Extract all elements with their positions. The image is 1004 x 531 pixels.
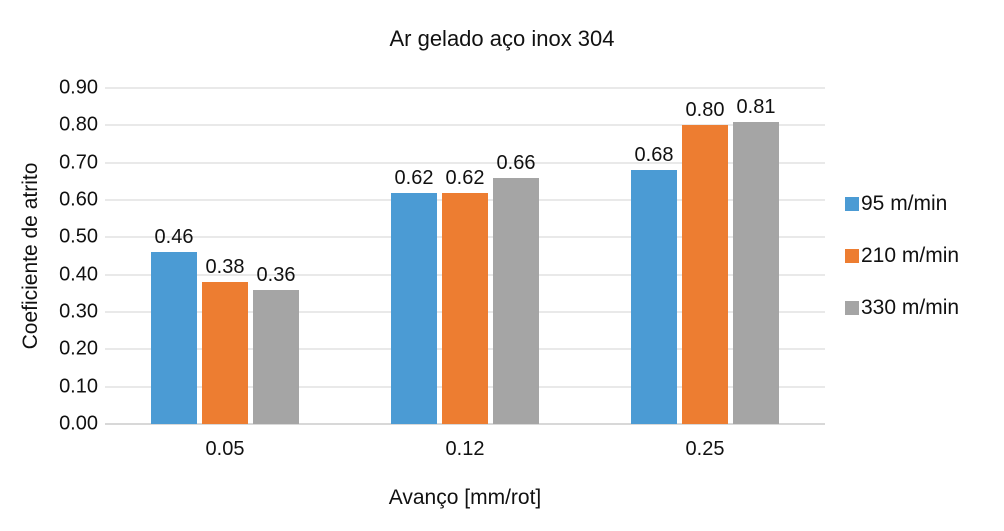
data-label: 0.81 (736, 95, 776, 118)
data-label: 0.66 (496, 151, 536, 174)
gridline (105, 423, 825, 425)
bar-with-label: 0.62 (442, 88, 488, 424)
bar-with-label: 0.68 (631, 88, 677, 424)
data-label: 0.62 (394, 166, 434, 189)
legend-item: 210 m/min (845, 244, 1003, 267)
x-axis-label: Avanço [mm/rot] (388, 486, 542, 509)
bar-with-label: 0.81 (733, 88, 779, 424)
bar (733, 121, 779, 424)
y-tick-label: 0.80 (59, 113, 98, 136)
data-label: 0.36 (256, 263, 296, 286)
bar (682, 125, 728, 424)
bar-with-label: 0.80 (682, 88, 728, 424)
bar (202, 282, 248, 424)
y-tick-label: 0.40 (59, 263, 98, 286)
y-tick-label: 0.50 (59, 225, 98, 248)
bar (493, 177, 539, 424)
y-tick-label: 0.30 (59, 300, 98, 323)
bar-with-label: 0.66 (493, 88, 539, 424)
y-axis-ticks: 0.00 0.10 0.20 0.30 0.40 0.50 0.60 0.70 0.80 0.90 (0, 77, 98, 435)
y-tick-label: 0.00 (59, 412, 98, 435)
x-tick-label: 0.12 (445, 438, 485, 460)
x-tick-label: 0.25 (685, 438, 725, 460)
bar-group: 0.62 0.62 0.66 (391, 88, 539, 424)
legend-item: 330 m/min (845, 296, 1003, 319)
bar-with-label: 0.46 (151, 88, 197, 424)
y-tick-label: 0.90 (59, 76, 98, 99)
legend-swatch-icon (845, 301, 859, 315)
legend-label: 210 m/min (861, 244, 960, 267)
y-tick-label: 0.60 (59, 188, 98, 211)
bar-with-label: 0.38 (202, 88, 248, 424)
plot-area: 0.46 0.38 0.36 0.62 0.62 0.66 0.68 0.80 0.81 (105, 87, 825, 425)
bar (442, 192, 488, 424)
legend-swatch-icon (845, 197, 859, 211)
bar-group: 0.68 0.80 0.81 (631, 88, 779, 424)
legend-label: 330 m/min (861, 296, 960, 319)
y-tick-label: 0.70 (59, 151, 98, 174)
data-label: 0.38 (205, 256, 245, 279)
data-label: 0.62 (445, 166, 485, 189)
bar-group: 0.46 0.38 0.36 (151, 88, 299, 424)
bar (631, 170, 677, 424)
gridline (105, 124, 825, 127)
data-label: 0.68 (634, 144, 674, 167)
legend-item: 95 m/min (845, 192, 1003, 215)
bar (391, 192, 437, 424)
y-tick-label: 0.20 (59, 337, 98, 360)
bar-with-label: 0.62 (391, 88, 437, 424)
gridline (105, 161, 825, 164)
bar (151, 252, 197, 424)
bar-with-label: 0.36 (253, 88, 299, 424)
gridline (105, 87, 825, 89)
x-tick-label: 0.05 (205, 438, 245, 460)
legend-swatch-icon (845, 249, 859, 263)
y-tick-label: 0.10 (59, 375, 98, 398)
data-label: 0.46 (154, 226, 194, 249)
chart-legend: 95 m/min 210 m/min 330 m/min (845, 192, 1003, 349)
data-label: 0.80 (685, 99, 725, 122)
legend-label: 95 m/min (861, 192, 948, 215)
x-axis-ticks: 0.05 0.12 0.25 (105, 438, 825, 464)
chart-title: Ar gelado aço inox 304 (389, 26, 615, 51)
bar (253, 289, 299, 424)
